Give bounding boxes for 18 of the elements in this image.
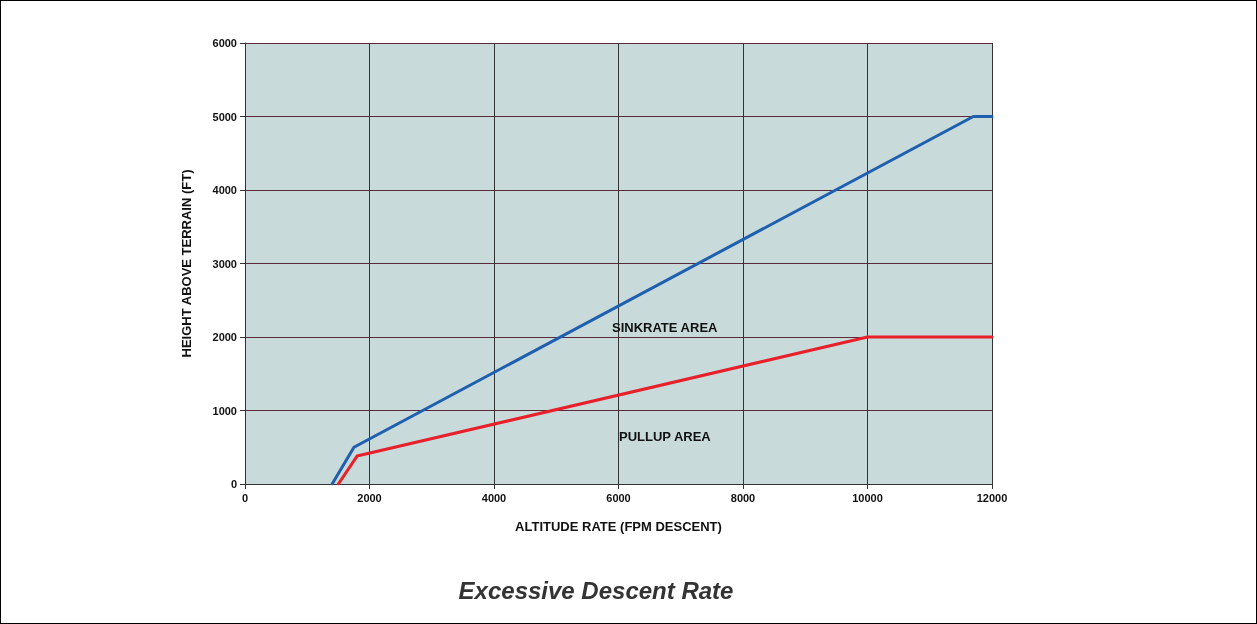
x-tick-label: 12000 — [976, 491, 1008, 504]
text: Excessive Descent Rate — [458, 576, 734, 604]
x-tick-label: 6000 — [606, 491, 631, 504]
y-tick-label: 5000 — [212, 110, 237, 123]
x-tick-label: 4000 — [481, 491, 507, 504]
x-tick-label: 8000 — [730, 491, 756, 504]
annotation: PULLUP AREA — [619, 428, 712, 444]
y-tick-label: 4000 — [212, 184, 237, 196]
x-tick-label: 0 — [241, 491, 249, 504]
y-axis-title: HEIGHT ABOVE TERRAIN (FT) — [179, 169, 194, 358]
y-tick-label: 3000 — [212, 257, 237, 270]
y-tick-label: 6000 — [212, 37, 237, 49]
y-tick-label: 0 — [230, 478, 237, 490]
x-axis-title: ALTITUDE RATE (FPM DESCENT) — [515, 519, 722, 534]
y-tick-label: 1000 — [212, 404, 237, 417]
x-tick-label: 2000 — [357, 491, 382, 504]
y-tick-label: 2000 — [212, 331, 237, 343]
x-tick-label: 10000 — [852, 491, 883, 504]
